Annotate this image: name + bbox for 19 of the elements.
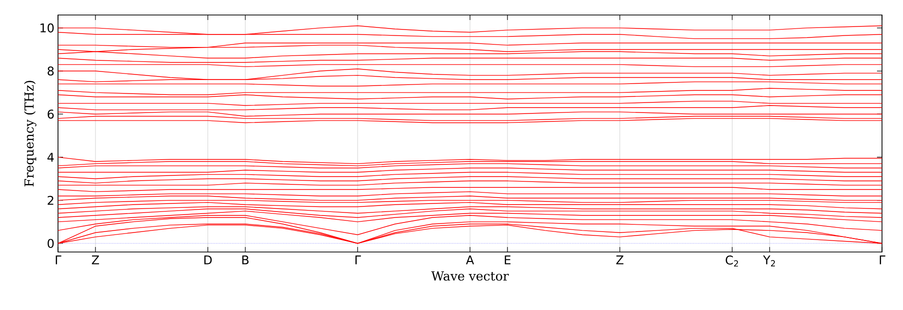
y-tick-label: 0: [48, 238, 54, 248]
x-tick-label: Z: [92, 256, 100, 264]
x-tick-label: Γ: [880, 256, 886, 264]
x-tick-label: A: [466, 256, 474, 264]
x-tick-label: Γ: [355, 256, 361, 264]
x-tick-label: Γ: [56, 256, 62, 264]
y-axis-title: Frequency (THz): [24, 80, 36, 186]
y-tick-label: 6: [48, 110, 54, 119]
y-tick-label: 4: [47, 152, 54, 162]
x-tick-label: Z: [616, 256, 624, 264]
x-tick-label: C$_{2}$: [726, 256, 738, 267]
y-tick-label: 10: [40, 23, 54, 32]
x-tick-label: E: [504, 256, 510, 264]
y-tick-label: 2: [48, 196, 54, 205]
x-axis-title: Wave vector: [431, 271, 509, 281]
x-tick-label: B: [242, 256, 249, 264]
x-tick-label: D: [204, 256, 212, 264]
y-tick-label: 8: [48, 66, 54, 76]
x-tick-label: Y$_{2}$: [763, 256, 775, 266]
